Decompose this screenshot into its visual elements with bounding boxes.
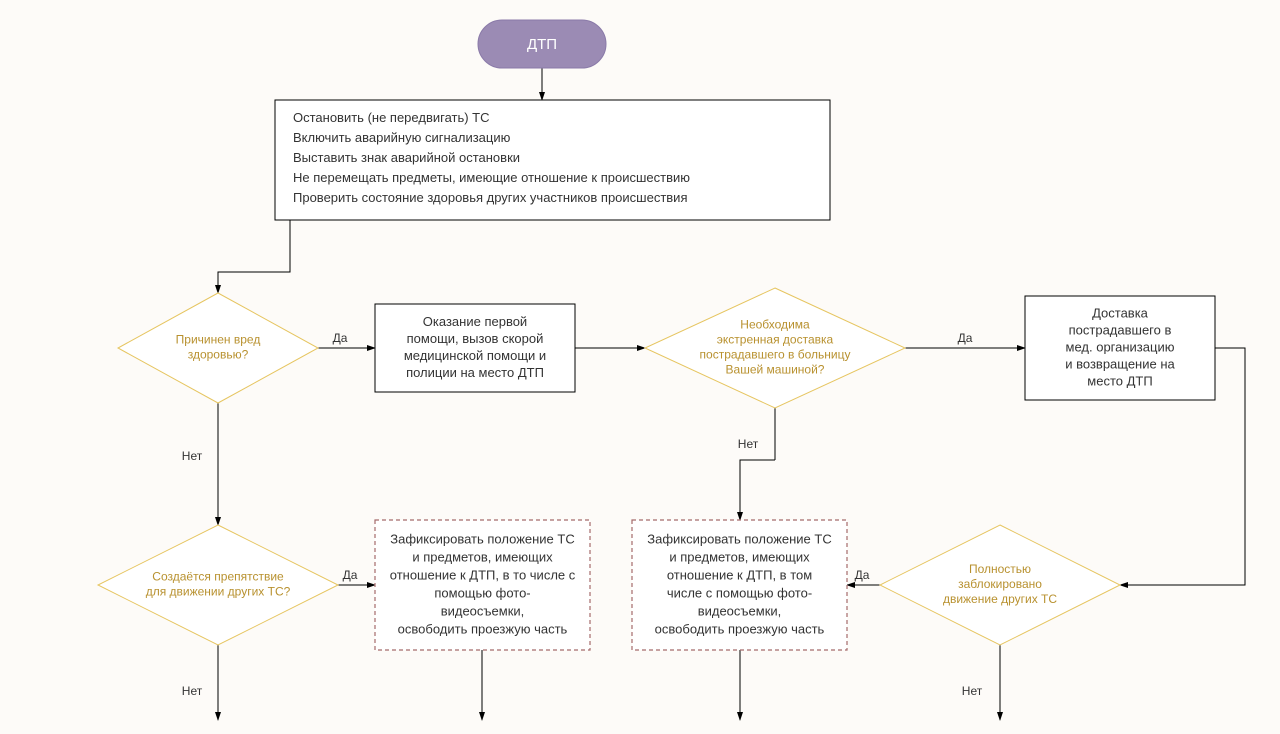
e-urgent-deliver-label: Да [958, 331, 973, 345]
e-obstacle-no-label: Нет [182, 684, 203, 698]
flowchart-canvas: Да Нет Да Нет Да Нет Да Нет ДТП Остановить (не пе… [0, 0, 1280, 734]
svg-text:отношение к ДТП, в то числе с: отношение к ДТП, в то числе с [390, 567, 576, 582]
svg-text:Оказание первой: Оказание первой [423, 314, 527, 329]
svg-text:Причинен вред: Причинен вред [176, 333, 261, 347]
svg-text:и возвращение на: и возвращение на [1065, 356, 1175, 371]
svg-text:Доставка: Доставка [1092, 305, 1149, 320]
svg-text:движение других ТС: движение других ТС [943, 592, 1057, 606]
node-actions-line-1: Включить аварийную сигнализацию [293, 130, 511, 145]
svg-text:здоровью?: здоровью? [188, 348, 249, 362]
svg-text:видеосъемки,: видеосъемки, [698, 603, 782, 618]
svg-text:мед. организацию: мед. организацию [1066, 339, 1175, 354]
node-actions: Остановить (не передвигать) ТС Включить а… [275, 100, 830, 220]
svg-text:Зафиксировать положение ТС: Зафиксировать положение ТС [390, 531, 574, 546]
svg-text:пострадавшего в больницу: пострадавшего в больницу [700, 348, 851, 362]
svg-text:полиции на место ДТП: полиции на место ДТП [406, 365, 544, 380]
node-actions-line-3: Не перемещать предметы, имеющие отношени… [293, 170, 690, 185]
svg-text:место ДТП: место ДТП [1087, 373, 1152, 388]
svg-text:Создаётся препятствие: Создаётся препятствие [152, 570, 284, 584]
svg-text:числе с помощью фото-: числе с помощью фото- [667, 585, 812, 600]
svg-text:освободить проезжую часть: освободить проезжую часть [655, 621, 825, 636]
svg-text:Зафиксировать положение ТС: Зафиксировать положение ТС [647, 531, 831, 546]
node-actions-line-0: Остановить (не передвигать) ТС [293, 110, 490, 125]
svg-text:и предметов, имеющих: и предметов, имеющих [412, 549, 553, 564]
svg-text:отношение к ДТП, в том: отношение к ДТП, в том [667, 567, 812, 582]
svg-text:помощи, вызов скорой: помощи, вызов скорой [407, 331, 544, 346]
svg-text:видеосъемки,: видеосъемки, [441, 603, 525, 618]
svg-text:Необходима: Необходима [740, 318, 810, 332]
svg-text:медицинской помощи и: медицинской помощи и [404, 348, 546, 363]
node-start: ДТП [478, 20, 606, 68]
e-actions-harm [218, 220, 290, 293]
e-urgent-no-label: Нет [738, 437, 759, 451]
svg-text:и предметов, имеющих: и предметов, имеющих [669, 549, 810, 564]
svg-text:заблокировано: заблокировано [958, 577, 1042, 591]
svg-text:Вашей машиной?: Вашей машиной? [726, 363, 825, 377]
e-blocked-fix2-label: Да [855, 568, 870, 582]
svg-text:пострадавшего в: пострадавшего в [1069, 322, 1172, 337]
e-harm-aid-label: Да [333, 331, 348, 345]
node-start-text: ДТП [527, 36, 557, 53]
svg-text:помощью фото-: помощью фото- [434, 585, 530, 600]
svg-text:для движении других ТС?: для движении других ТС? [146, 585, 291, 599]
node-actions-line-4: Проверить состояние здоровья других учас… [293, 190, 688, 205]
e-blocked-no-label: Нет [962, 684, 983, 698]
svg-text:экстренная доставка: экстренная доставка [717, 333, 834, 347]
svg-text:освободить проезжую часть: освободить проезжую часть [398, 621, 568, 636]
node-actions-line-2: Выставить знак аварийной остановки [293, 150, 520, 165]
e-harm-no-label: Нет [182, 449, 203, 463]
e-obstacle-fix1-label: Да [343, 568, 358, 582]
svg-text:Полностью: Полностью [969, 562, 1031, 576]
e-urgent-fix2 [740, 460, 775, 520]
